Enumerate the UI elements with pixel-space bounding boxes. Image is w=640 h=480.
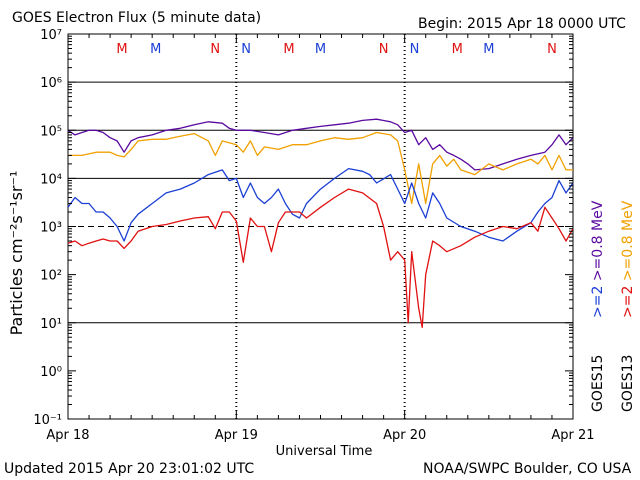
magnetopause-marker: M <box>150 42 161 57</box>
magnetopause-marker: M <box>452 42 463 57</box>
y-tick-label: 10⁴ <box>40 172 62 187</box>
magnetopause-marker: M <box>283 42 294 57</box>
y-tick-label: 10⁶ <box>40 76 62 91</box>
y-axis-ticks: 10⁻¹ 10⁰ 10¹ 10² 10³ 10⁴ 10⁵ 10⁶ 10⁷ <box>33 28 573 428</box>
credit-label: NOAA/SWPC Boulder, CO USA <box>423 461 632 477</box>
chart-title: GOES Electron Flux (5 minute data) <box>12 10 262 26</box>
x-tick-label: Apr 19 <box>215 428 258 443</box>
legend-channel: >=0.8 MeV <box>590 200 606 285</box>
y-axis-label: Particles cm⁻²s⁻¹sr⁻¹ <box>7 171 26 336</box>
magnetopause-marker: M <box>116 42 127 57</box>
magnetopause-marker: M <box>315 42 326 57</box>
y-tick-label: 10³ <box>40 221 62 236</box>
y-tick-label: 10⁻¹ <box>33 413 62 428</box>
magnetopause-marker: N <box>410 42 420 57</box>
legend-satellite-label: GOES15 <box>590 355 606 412</box>
y-tick-label: 10¹ <box>40 317 62 332</box>
series-line <box>67 188 574 329</box>
series-line <box>67 118 574 171</box>
magnetopause-marker: N <box>547 42 557 57</box>
series-line <box>68 131 573 205</box>
y-tick-label: 10² <box>40 269 62 284</box>
updated-timestamp: Updated 2015 Apr 20 23:01:02 UTC <box>4 461 255 477</box>
begin-label: Begin: 2015 Apr 18 0000 UTC <box>418 16 626 32</box>
series-lines <box>67 118 574 329</box>
legend-channel: >=0.8 MeV <box>620 200 636 285</box>
x-tick-label: Apr 20 <box>383 428 426 443</box>
magnetopause-marker: M <box>483 42 494 57</box>
y-tick-label: 10⁰ <box>40 365 62 380</box>
day-boundaries <box>235 34 406 419</box>
gridlines <box>68 81 573 324</box>
y-tick-label: 10⁵ <box>40 124 62 139</box>
legend-channel: >=2 <box>590 286 606 318</box>
legend: GOES15 >=2 >=0.8 MeV GOES13 >=2 >=0.8 MeV <box>590 200 636 412</box>
legend-channels: >=2 >=0.8 MeV <box>590 200 606 318</box>
magnetopause-marker: N <box>379 42 389 57</box>
magnetopause-marker: N <box>241 42 251 57</box>
x-tick-label: Apr 18 <box>46 428 89 443</box>
x-axis-ticks: Apr 18 Apr 19 Apr 20 Apr 21 <box>46 34 595 443</box>
magnetopause-marker: N <box>210 42 220 57</box>
legend-satellite-label: GOES13 <box>620 355 636 412</box>
x-axis-label: Universal Time <box>276 444 373 459</box>
legend-channel: >=2 <box>620 286 636 318</box>
legend-channels: >=2 >=0.8 MeV <box>620 200 636 318</box>
y-tick-label: 10⁷ <box>40 28 62 43</box>
series-line <box>67 167 574 242</box>
x-tick-label: Apr 21 <box>551 428 594 443</box>
